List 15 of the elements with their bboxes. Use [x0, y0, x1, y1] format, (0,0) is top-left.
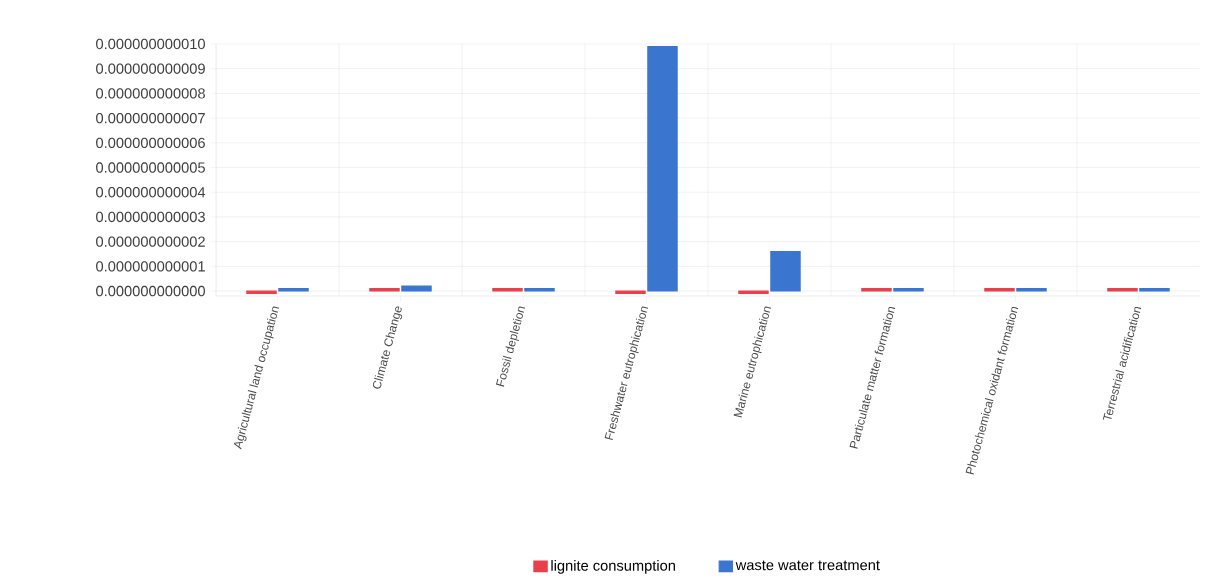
x-tick-label: Climate Change — [372, 306, 403, 389]
y-tick-label: 0.000000000003 — [96, 211, 205, 223]
y-tick-label: 0.000000000002 — [96, 236, 205, 247]
y-tick-label: 0.000000000001 — [96, 261, 205, 272]
x-tick-label: Fossil depletion — [495, 306, 526, 387]
legend-label: lignite consumption — [551, 560, 675, 574]
y-tick-label: 0.000000000008 — [96, 88, 205, 99]
y-tick-label: 0.000000000004 — [96, 187, 206, 198]
legend-label: waste water treatment — [735, 560, 880, 571]
y-tick-label: 0.000000000005 — [96, 162, 205, 173]
y-tick-label: 0.000000000009 — [96, 63, 205, 74]
y-tick-label: 0.000000000007 — [96, 112, 205, 124]
y-tick-label: 0.000000000010 — [96, 38, 205, 50]
y-tick-label: 0.000000000006 — [96, 137, 205, 149]
y-tick-label: 0.000000000000 — [96, 285, 205, 297]
